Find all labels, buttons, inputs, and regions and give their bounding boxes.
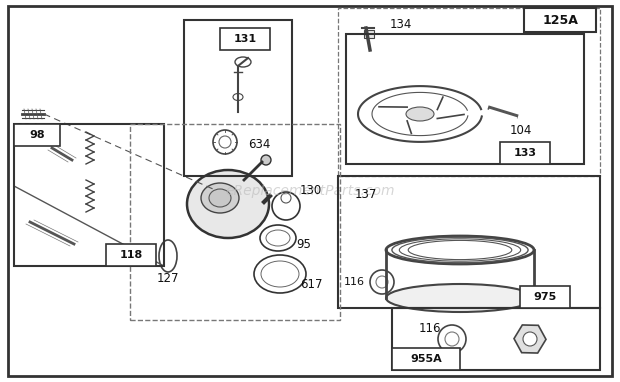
Bar	[130, 124, 340, 320]
Bar	[106, 244, 156, 266]
Ellipse shape	[187, 170, 269, 238]
Bar	[500, 142, 550, 164]
Text: 127: 127	[157, 272, 179, 285]
Bar	[14, 124, 164, 266]
Text: 130: 130	[300, 183, 322, 196]
Text: 131: 131	[234, 34, 257, 44]
Ellipse shape	[209, 189, 231, 207]
Ellipse shape	[201, 183, 239, 213]
Text: 118: 118	[120, 250, 143, 260]
Bar	[184, 20, 292, 176]
Circle shape	[261, 155, 271, 165]
Bar	[338, 176, 600, 308]
Text: eReplacementParts.com: eReplacementParts.com	[225, 184, 395, 198]
Text: 116: 116	[418, 322, 441, 335]
Text: 975: 975	[533, 292, 557, 302]
Bar	[220, 28, 270, 50]
Bar	[524, 8, 596, 32]
Bar	[338, 8, 600, 176]
Bar	[520, 286, 570, 308]
Text: 116: 116	[344, 277, 365, 287]
Text: 95: 95	[296, 238, 311, 251]
Text: 124: 124	[17, 121, 39, 134]
Text: 634: 634	[248, 138, 270, 151]
Text: 104: 104	[510, 123, 533, 136]
Text: 955A: 955A	[410, 354, 442, 364]
Bar	[364, 30, 374, 38]
Text: 134: 134	[390, 18, 412, 31]
Text: 98: 98	[29, 130, 45, 140]
Bar	[392, 348, 460, 370]
Ellipse shape	[386, 284, 534, 312]
Text: 125A: 125A	[542, 13, 578, 26]
Text: 617: 617	[300, 278, 322, 291]
Text: 137: 137	[355, 188, 378, 201]
Ellipse shape	[406, 107, 434, 121]
Bar	[392, 308, 600, 370]
Bar	[14, 124, 60, 146]
Circle shape	[523, 332, 537, 346]
Text: 133: 133	[513, 148, 536, 158]
Bar	[346, 34, 584, 164]
